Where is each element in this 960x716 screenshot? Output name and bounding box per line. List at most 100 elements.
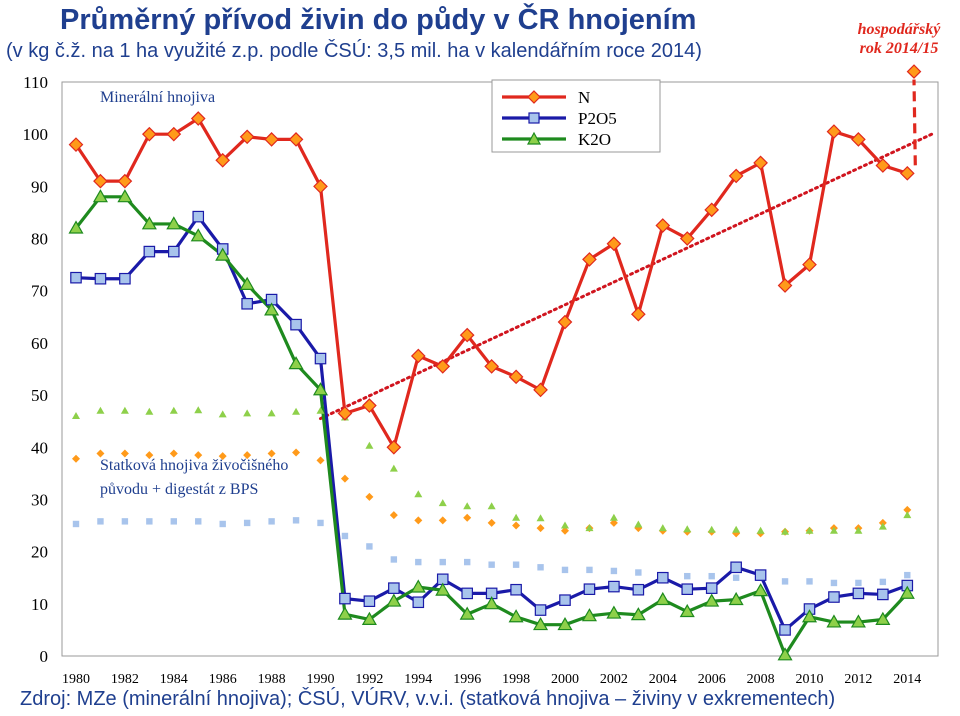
mineral-p2o5-point <box>730 561 742 574</box>
marketing-year-line2: rok 2014/15 <box>859 40 939 57</box>
manure-n-point <box>218 452 227 461</box>
mineral-k2o-point <box>410 579 426 593</box>
manure-p2o5-point <box>72 520 80 528</box>
mineral-p2o5-point <box>339 592 351 605</box>
mineral-p2o5-point <box>363 595 376 608</box>
mineral-n-point <box>288 132 304 147</box>
manure-p2o5-point <box>610 567 618 575</box>
mineral-p2o5-point <box>241 297 253 310</box>
manure-p2o5-point <box>292 517 300 524</box>
mineral-k2o-point <box>801 609 818 623</box>
legend-box <box>491 79 661 153</box>
manure-k2o-point <box>438 499 447 507</box>
marketing-year-label: hospodářský rok 2014/15 <box>844 20 954 58</box>
manure-k2o-point <box>903 511 912 519</box>
mineral-p2o5-point <box>510 583 522 596</box>
manure-n-point <box>536 524 545 533</box>
manure-n-point <box>389 511 398 520</box>
y-tick-label: 10 <box>31 595 48 614</box>
manure-p2o5-point <box>830 579 838 587</box>
mineral-k2o-point <box>166 216 182 230</box>
manure-p2o5-point <box>121 518 129 525</box>
manure-k2o-point <box>878 522 887 530</box>
manure-n-point <box>72 454 80 463</box>
manure-p2o5-point <box>243 519 251 527</box>
mineral-k2o-point <box>655 591 671 606</box>
mineral-p2o5-point <box>632 583 645 596</box>
mineral-p2o5-point <box>314 352 327 365</box>
mineral-p2o5-point <box>779 624 791 636</box>
mineral-n-point <box>533 382 548 398</box>
manure-p2o5-point <box>806 578 813 585</box>
mineral-p2o5-point <box>656 571 669 584</box>
manure-k2o-point <box>634 520 643 528</box>
manure-p2o5-point <box>879 578 887 586</box>
manure-p2o5-point <box>146 518 153 525</box>
mineral-k2o-point <box>92 189 108 203</box>
mineral-n-point <box>875 158 891 173</box>
mineral-k2o-point <box>337 606 353 620</box>
manure-n-point <box>145 451 154 460</box>
manure-k2o-point <box>707 525 716 533</box>
manure-p2o5-point <box>170 518 177 525</box>
mineral-k2o-point <box>484 596 500 610</box>
y-tick-label: 80 <box>31 230 48 249</box>
x-tick-label: 2004 <box>649 672 677 687</box>
x-tick-label: 1990 <box>307 672 335 687</box>
mineral-n-point <box>631 306 646 322</box>
mineral-n-point <box>508 369 524 385</box>
mineral-n-point <box>899 165 915 181</box>
manure-k2o-point <box>218 410 227 418</box>
manure-p2o5-point <box>586 566 593 574</box>
marketing-year-n-point <box>906 64 922 79</box>
manure-k2o-point <box>292 407 301 415</box>
mineral-n-point <box>117 173 133 189</box>
manure-p2o5-point <box>317 519 324 527</box>
manure-p2o5-point <box>561 566 569 574</box>
manure-k2o-point <box>781 527 790 535</box>
manure-n-point <box>267 449 276 458</box>
mineral-p2o5-point <box>705 582 718 594</box>
mineral-k2o-point <box>117 189 133 203</box>
manure-k2o-point <box>169 406 178 414</box>
x-tick-label: 1988 <box>258 672 286 687</box>
mineral-n-point <box>655 218 671 233</box>
manure-p2o5-point <box>415 558 422 566</box>
manure-k2o-point <box>316 406 325 414</box>
mineral-n-point <box>93 173 108 189</box>
mineral-p2o5-point <box>828 591 840 603</box>
mineral-n-point <box>704 202 720 218</box>
mineral-k2o-point <box>728 591 744 606</box>
x-tick-label: 1980 <box>62 672 90 687</box>
y-tick-label: 0 <box>40 647 49 666</box>
manure-n-point <box>438 516 447 525</box>
mineral-k2o-point <box>850 614 866 628</box>
x-tick-label: 2008 <box>747 672 775 687</box>
mineral-k2o-point <box>679 603 695 618</box>
mineral-k2o-point <box>215 247 231 261</box>
y-tick-label: 110 <box>23 73 48 92</box>
mineral-p2o5-point <box>412 596 425 609</box>
mineral-p2o5-point <box>192 210 205 223</box>
manure-p2o5-point <box>537 564 544 571</box>
manure-k2o-point <box>365 441 374 449</box>
x-tick-label: 2000 <box>551 672 579 687</box>
manure-p2o5-point <box>635 569 642 576</box>
mineral-k2o-point <box>190 228 206 242</box>
manure-p2o5-point <box>195 518 202 525</box>
x-tick-label: 1984 <box>160 672 188 687</box>
mineral-k2o-point <box>264 302 280 316</box>
manure-n-point <box>512 521 521 530</box>
mineral-n-point <box>435 359 451 374</box>
manure-k2o-point <box>756 526 765 534</box>
manure-p2o5-point <box>439 558 446 566</box>
manure-n-point <box>316 456 325 465</box>
manure-p2o5-point <box>219 520 226 528</box>
axes: 0 10 20 30 40 50 60 70 80 90 100 110 1980 1982 1984 198… <box>23 73 939 687</box>
mineral-k2o-point <box>435 582 451 596</box>
legend-label-n: N <box>578 88 590 107</box>
manure-p2o5-point <box>781 578 789 585</box>
mineral-p2o5-point <box>290 318 302 331</box>
manure-p2o5-point <box>855 579 862 587</box>
